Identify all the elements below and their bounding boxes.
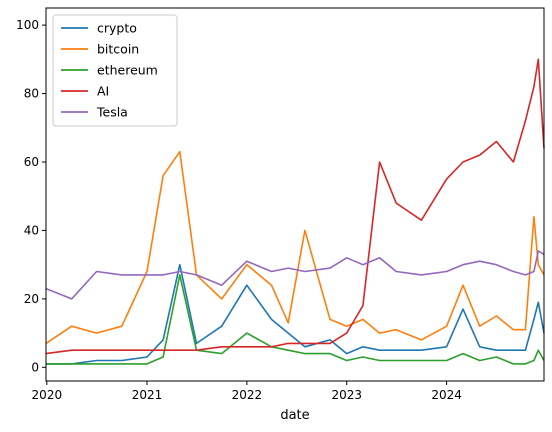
series-line-tesla xyxy=(45,250,545,300)
x-tick-label: 2022 xyxy=(232,388,263,402)
y-tick-label: 60 xyxy=(24,155,39,169)
legend-label-ai: AI xyxy=(97,84,109,99)
x-tick-label: 2020 xyxy=(32,388,63,402)
legend: crypto bitcoin ethereum AI Tesla xyxy=(52,14,178,127)
x-tick-label: 2023 xyxy=(331,388,362,402)
y-tick-label: 80 xyxy=(24,87,39,101)
x-axis: 2020 2021 2022 2023 2024 xyxy=(32,381,462,402)
y-tick-label: 40 xyxy=(24,223,39,237)
series-line-ai xyxy=(45,58,545,355)
y-axis: 0 20 40 60 80 100 xyxy=(16,18,46,374)
y-tick-label: 100 xyxy=(16,18,39,32)
legend-label-bitcoin: bitcoin xyxy=(97,42,139,57)
plot-frame xyxy=(45,7,545,382)
x-tick-label: 2024 xyxy=(431,388,462,402)
x-tick-label: 2021 xyxy=(132,388,163,402)
x-axis-label: date xyxy=(280,408,309,423)
plot-lines xyxy=(45,58,545,365)
series-line-bitcoin xyxy=(45,150,545,345)
y-tick-label: 20 xyxy=(24,292,39,306)
y-tick-label: 0 xyxy=(31,360,39,374)
legend-label-tesla: Tesla xyxy=(96,105,128,120)
series-line-crypto xyxy=(46,263,545,365)
legend-label-crypto: crypto xyxy=(97,21,137,36)
legend-box xyxy=(52,14,178,127)
series-line-ethereum xyxy=(46,274,545,365)
legend-label-ethereum: ethereum xyxy=(97,63,158,78)
